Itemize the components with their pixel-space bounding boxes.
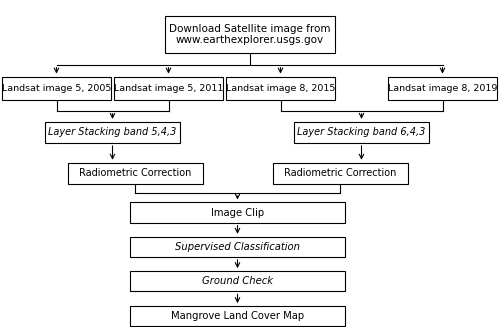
FancyBboxPatch shape: [388, 77, 497, 100]
FancyBboxPatch shape: [2, 77, 111, 100]
Text: Radiometric Correction: Radiometric Correction: [79, 168, 191, 178]
Text: Mangrove Land Cover Map: Mangrove Land Cover Map: [171, 311, 304, 321]
FancyBboxPatch shape: [130, 306, 345, 326]
Text: Download Satellite image from
www.earthexplorer.usgs.gov: Download Satellite image from www.earthe…: [169, 24, 331, 45]
FancyBboxPatch shape: [165, 15, 335, 53]
FancyBboxPatch shape: [226, 77, 335, 100]
FancyBboxPatch shape: [130, 202, 345, 223]
Text: Landsat image 5, 2005: Landsat image 5, 2005: [2, 84, 111, 93]
FancyBboxPatch shape: [294, 122, 429, 143]
Text: Ground Check: Ground Check: [202, 276, 273, 286]
FancyBboxPatch shape: [68, 163, 202, 184]
Text: Supervised Classification: Supervised Classification: [175, 242, 300, 252]
FancyBboxPatch shape: [114, 77, 223, 100]
Text: Layer Stacking band 5,4,3: Layer Stacking band 5,4,3: [48, 128, 176, 137]
FancyBboxPatch shape: [45, 122, 180, 143]
Text: Landsat image 8, 2015: Landsat image 8, 2015: [226, 84, 335, 93]
FancyBboxPatch shape: [130, 271, 345, 291]
FancyBboxPatch shape: [272, 163, 407, 184]
Text: Radiometric Correction: Radiometric Correction: [284, 168, 396, 178]
Text: Landsat image 8, 2019: Landsat image 8, 2019: [388, 84, 497, 93]
FancyBboxPatch shape: [130, 237, 345, 257]
Text: Landsat image 5, 2011: Landsat image 5, 2011: [114, 84, 223, 93]
Text: Layer Stacking band 6,4,3: Layer Stacking band 6,4,3: [298, 128, 426, 137]
Text: Image Clip: Image Clip: [211, 208, 264, 217]
